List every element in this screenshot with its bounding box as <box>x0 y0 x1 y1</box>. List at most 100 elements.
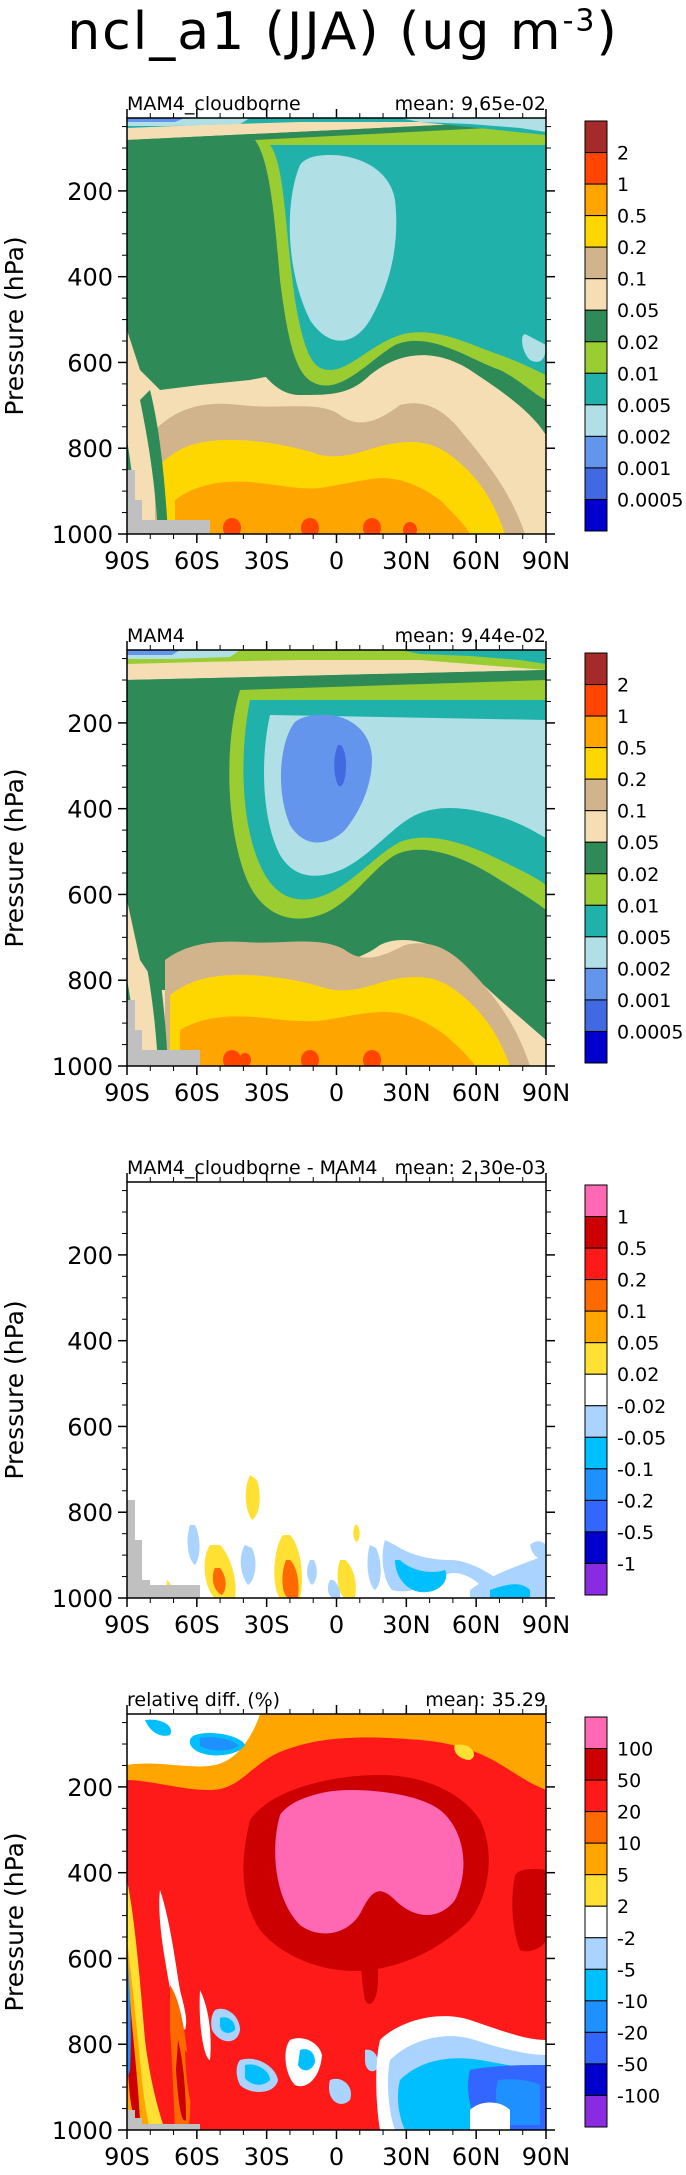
colorbar-swatch <box>584 404 608 437</box>
x-tick-label: 60S <box>174 1079 220 1107</box>
colorbar-swatch <box>584 1436 608 1470</box>
colorbar-swatch <box>584 498 608 532</box>
x-tick-label: 0 <box>329 1611 344 1639</box>
colorbar-swatch <box>584 999 608 1032</box>
colorbar-swatch <box>584 467 608 500</box>
x-tick-label: 30N <box>382 547 431 575</box>
colorbar-label: 0.01 <box>617 895 659 917</box>
x-tick-label: 0 <box>329 1079 344 1107</box>
x-tick-label: 90S <box>104 1079 150 1107</box>
panel-1-field <box>127 118 546 534</box>
colorbar-swatch <box>584 1030 608 1064</box>
x-tick-label: 90S <box>104 547 150 575</box>
y-tick-label: 400 <box>67 1328 113 1356</box>
y-tick-label: 1000 <box>52 1053 113 1081</box>
x-tick-label: 60N <box>452 1611 501 1639</box>
colorbar-label: 2 <box>617 675 629 697</box>
colorbar-label: 0.0005 <box>617 489 683 511</box>
y-tick-label: 800 <box>67 1499 113 1527</box>
x-tick-label: 30N <box>382 2143 431 2171</box>
title-exponent: -3 <box>562 3 597 39</box>
colorbar-swatch <box>584 747 608 780</box>
colorbar-swatch <box>584 1468 608 1501</box>
colorbar-swatch <box>584 810 608 843</box>
panel-4-field <box>127 1714 546 2130</box>
colorbar-label: -5 <box>617 1959 636 1981</box>
colorbar-label: 100 <box>617 1739 653 1761</box>
colorbar-label: 0.005 <box>617 927 671 949</box>
colorbar-label: 0.2 <box>617 1270 647 1292</box>
panel-label: MAM4 <box>127 625 185 647</box>
colorbar-label: 10 <box>617 1833 641 1855</box>
colorbar-swatch <box>584 1874 608 1907</box>
colorbar-label: 0.05 <box>617 1333 659 1355</box>
colorbar-swatch <box>584 904 608 938</box>
colorbar-swatch <box>584 183 608 217</box>
x-tick-label: 30N <box>382 1079 431 1107</box>
colorbar-label: 0.1 <box>617 1301 647 1323</box>
x-tick-label: 90S <box>104 2143 150 2171</box>
colorbar-swatch <box>584 1531 608 1564</box>
colorbar-swatch <box>584 1216 608 1249</box>
colorbar-swatch <box>584 372 608 406</box>
colorbar-swatch <box>584 1279 608 1312</box>
y-tick-label: 1000 <box>52 2117 113 2145</box>
y-tick-label: 800 <box>67 2031 113 2059</box>
y-tick-label: 600 <box>67 1945 113 1973</box>
panel-stat: mean: 9.65e-02 <box>395 93 546 115</box>
x-tick-label: 90N <box>522 1611 571 1639</box>
title-close: ) <box>596 2 619 62</box>
figure-title: ncl_a1 (JJA) (ug m-3) <box>0 2 686 62</box>
colorbar-swatch <box>584 841 608 875</box>
x-tick-label: 30S <box>244 1611 290 1639</box>
y-tick-label: 600 <box>67 349 113 377</box>
colorbar-swatch <box>584 1342 608 1375</box>
panel-stat: mean: 9.44e-02 <box>395 625 546 647</box>
colorbar-label: 0.0005 <box>617 1021 683 1043</box>
colorbar-label: 50 <box>617 1770 641 1792</box>
panel-stat: mean: 35.29 <box>425 1689 546 1711</box>
x-tick-label: 30S <box>244 1079 290 1107</box>
colorbar-swatch <box>584 435 608 469</box>
x-tick-label: 0 <box>329 2143 344 2171</box>
colorbar-label: 0.05 <box>617 300 659 322</box>
colorbar-swatch <box>584 1779 608 1813</box>
colorbar-label: 0.5 <box>617 738 647 760</box>
x-tick-label: 60N <box>452 547 501 575</box>
x-tick-label: 90N <box>522 2143 571 2171</box>
y-tick-label: 600 <box>67 1413 113 1441</box>
colorbar-label: -0.02 <box>617 1396 666 1418</box>
colorbar-swatch <box>584 2063 608 2096</box>
y-tick-label: 200 <box>67 1242 113 1270</box>
colorbar-label: -1 <box>617 1553 636 1575</box>
colorbar-label: 0.02 <box>617 332 659 354</box>
colorbar-swatch <box>584 1937 608 1970</box>
colorbar-label: 1 <box>617 174 629 196</box>
x-tick-label: 90N <box>522 1079 571 1107</box>
colorbar-swatch <box>584 936 608 969</box>
colorbar-label: 0.005 <box>617 395 671 417</box>
panel-label: relative diff. (%) <box>127 1689 280 1711</box>
y-tick-label: 1000 <box>52 1585 113 1613</box>
panel-stat: mean: 2.30e-03 <box>395 1157 546 1179</box>
colorbar-label: 1 <box>617 1207 629 1229</box>
colorbar-label: -0.5 <box>617 1522 654 1544</box>
x-tick-label: 60N <box>452 1079 501 1107</box>
colorbar-label: 2 <box>617 1896 629 1918</box>
colorbar-swatch <box>584 2000 608 2033</box>
y-tick-label: 200 <box>67 710 113 738</box>
colorbar-swatch <box>584 1247 608 1281</box>
colorbar-swatch <box>584 652 608 686</box>
y-tick-label: 400 <box>67 1860 113 1888</box>
colorbar-label: -2 <box>617 1928 636 1950</box>
colorbar-label: -50 <box>617 2054 648 2076</box>
colorbar-label: 0.02 <box>617 1364 659 1386</box>
x-tick-label: 60S <box>174 1611 220 1639</box>
x-tick-label: 0 <box>329 547 344 575</box>
colorbar-label: 0.001 <box>617 990 671 1012</box>
y-axis-label: Pressure (hPa) <box>0 1300 29 1479</box>
y-tick-label: 400 <box>67 264 113 292</box>
colorbar-label: 0.002 <box>617 426 671 448</box>
